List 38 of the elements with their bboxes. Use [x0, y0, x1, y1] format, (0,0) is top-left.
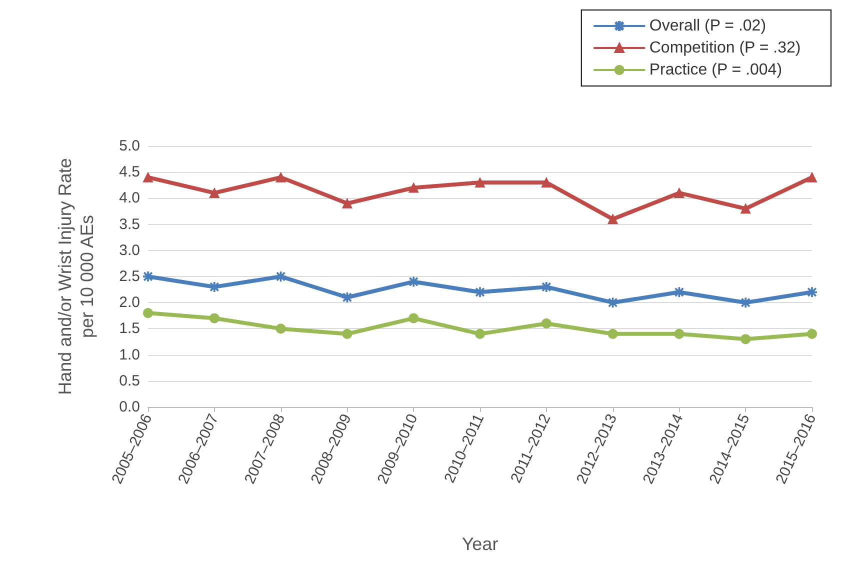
- point: [608, 214, 618, 224]
- y-tick-label: 3.0: [119, 242, 140, 259]
- y-tick-label: 4.0: [119, 190, 140, 207]
- y-axis-title: Hand and/or Wrist Injury Rate per 10 000 AEs: [55, 158, 97, 395]
- point: [209, 188, 220, 198]
- point: [143, 172, 153, 182]
- point: [608, 328, 618, 339]
- legend-label: Competition (P = .32): [649, 40, 801, 56]
- y-tick-label: 3.5: [119, 216, 140, 233]
- y-tick-label: 5.0: [119, 138, 140, 154]
- x-axis-title: Year: [462, 534, 498, 554]
- point: [408, 313, 419, 324]
- point: [541, 318, 552, 328]
- point: [276, 172, 286, 182]
- point: [740, 334, 751, 344]
- point: [209, 313, 220, 324]
- point: [674, 328, 684, 339]
- y-tick-label: 0.5: [119, 372, 140, 390]
- y-tick-label: 2.0: [119, 294, 140, 312]
- y-tick-label: 2.5: [119, 268, 140, 285]
- y-tick-label: 0.0: [119, 398, 140, 416]
- point: [807, 328, 817, 339]
- y-tick-label: 1.5: [119, 320, 140, 338]
- point: [342, 198, 352, 208]
- y-tick-label: 1.0: [119, 346, 140, 364]
- point: [342, 328, 352, 339]
- point: [408, 182, 419, 193]
- point: [541, 178, 552, 188]
- point: [740, 204, 751, 214]
- point: [475, 328, 485, 339]
- point: [276, 324, 286, 334]
- point: [143, 308, 153, 318]
- point: [807, 172, 817, 182]
- legend-label: Overall (P = .02): [649, 18, 766, 34]
- y-tick-label: 4.5: [119, 164, 140, 181]
- point: [475, 178, 485, 188]
- point: [674, 188, 684, 198]
- legend-label: Practice (P = .004): [649, 62, 782, 78]
